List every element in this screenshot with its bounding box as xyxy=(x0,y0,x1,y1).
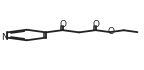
Text: N: N xyxy=(1,33,8,42)
Text: O: O xyxy=(107,27,114,36)
Text: O: O xyxy=(59,20,66,29)
Text: O: O xyxy=(92,20,99,29)
